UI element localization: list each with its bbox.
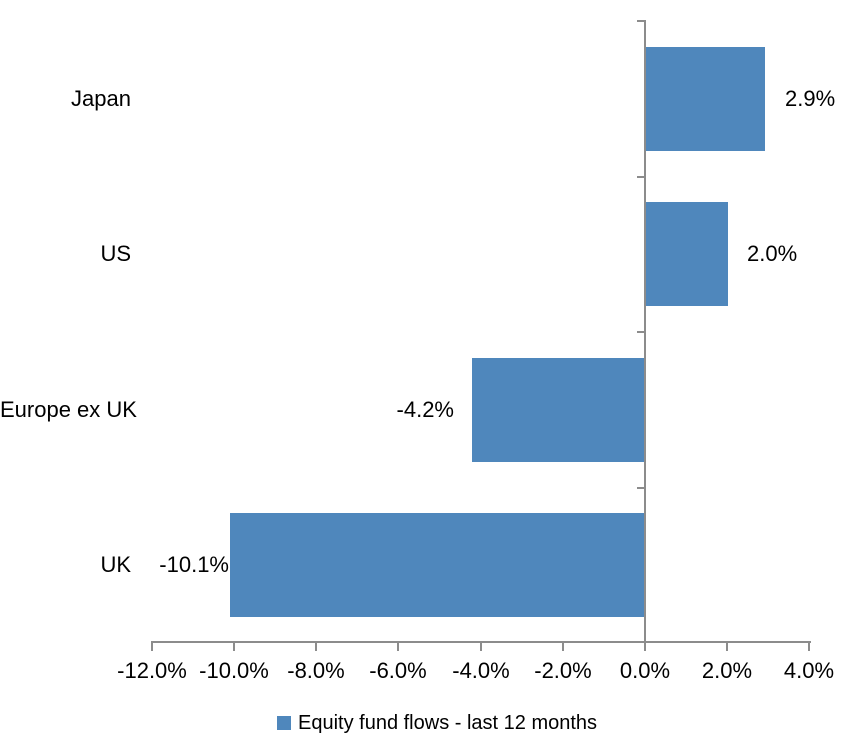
x-tick-label: -10.0% [199,658,269,683]
x-tick-label: 4.0% [783,658,835,683]
category-label: US [100,241,131,266]
x-axis-tick [644,643,646,651]
category-label: Europe ex UK [0,397,137,422]
category-tick [637,20,644,22]
x-axis-tick [233,643,235,651]
legend-label: Equity fund flows - last 12 months [298,712,598,734]
x-tick-label: -12.0% [117,658,187,683]
y-axis-line [644,20,646,643]
x-axis-tick [562,643,564,651]
category-tick [637,176,644,178]
category-label: Japan [71,86,131,111]
bar [230,513,645,617]
category-label: UK [100,552,131,577]
x-axis-line [151,641,811,643]
bar [472,358,645,462]
x-axis-tick [151,643,153,651]
x-tick-label: 0.0% [619,658,671,683]
bar [646,202,728,306]
x-axis-tick [808,643,810,651]
legend: Equity fund flows - last 12 months [277,710,597,736]
bar [646,47,765,151]
category-tick [637,331,644,333]
x-tick-label: -8.0% [287,658,345,683]
data-label: 2.0% [747,241,798,266]
x-axis-tick [480,643,482,651]
x-tick-label: -6.0% [369,658,427,683]
x-axis-tick [397,643,399,651]
data-label: -4.2% [396,397,454,422]
x-axis-tick [726,643,728,651]
x-axis-tick [315,643,317,651]
x-tick-label: -2.0% [534,658,592,683]
data-label: -10.1% [159,552,229,577]
legend-marker-swatch [277,716,291,730]
x-tick-label: -4.0% [452,658,510,683]
data-label: 2.9% [785,86,836,111]
x-tick-label: 2.0% [701,658,753,683]
category-tick [637,487,644,489]
